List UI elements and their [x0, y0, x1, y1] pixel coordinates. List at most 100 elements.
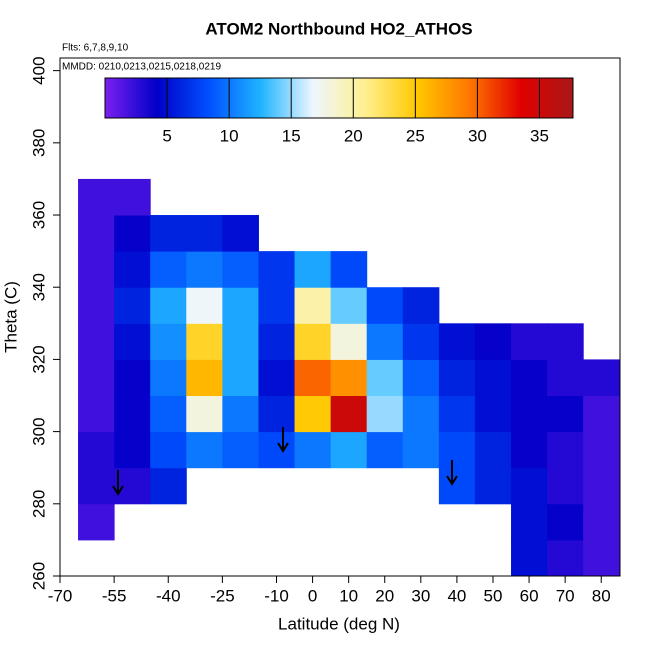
heat-cell — [78, 467, 115, 505]
heat-cell — [222, 359, 259, 397]
x-tick-label: 50 — [484, 586, 503, 605]
heat-cell — [511, 323, 548, 360]
heat-cell — [294, 395, 332, 433]
heat-cell — [186, 395, 223, 433]
heat-cell — [78, 431, 115, 469]
heat-cell — [330, 251, 368, 288]
arrow — [112, 470, 124, 496]
heat-cell — [186, 215, 223, 252]
heat-cell — [258, 395, 296, 433]
y-tick-label: 300 — [29, 417, 48, 445]
heat-cell — [511, 503, 548, 541]
colorbar-tick-label: 35 — [530, 126, 549, 145]
heat-cell — [366, 359, 404, 397]
arrow — [446, 460, 458, 486]
heat-cell — [511, 431, 548, 469]
heat-cell — [583, 431, 620, 469]
heat-cell — [366, 323, 404, 360]
y-tick-label: 280 — [29, 490, 48, 518]
colorbar-tick-label: 25 — [406, 126, 425, 145]
heat-cell — [222, 323, 259, 360]
heat-cell — [366, 395, 404, 433]
heat-cell — [438, 431, 476, 469]
x-tick-label: -40 — [156, 586, 181, 605]
x-tick-label: 80 — [592, 586, 611, 605]
annotation: MMDD: 0210,0213,0215,0218,0219 — [62, 62, 221, 73]
x-tick-label: -10 — [264, 586, 289, 605]
heat-cell — [366, 431, 404, 469]
y-tick-label: 380 — [29, 129, 48, 157]
x-tick-label: -70 — [48, 586, 73, 605]
heat-cell — [402, 395, 440, 433]
heat-cell — [222, 395, 259, 433]
heat-cell — [583, 395, 620, 433]
heat-cell — [78, 178, 115, 216]
colorbar-tick-label: 20 — [344, 126, 363, 145]
heat-cell — [114, 178, 151, 216]
y-tick-label: 400 — [29, 56, 48, 84]
heat-cell — [114, 395, 151, 433]
heat-cell — [294, 251, 332, 288]
heat-cell — [78, 251, 115, 288]
heat-cell — [330, 287, 368, 324]
heat-cell — [222, 431, 259, 469]
heat-cell — [186, 251, 223, 288]
heat-cell — [186, 323, 223, 360]
heat-cell — [186, 359, 223, 397]
heat-cell — [78, 215, 115, 252]
colorbar — [104, 77, 574, 119]
heat-cell — [547, 503, 584, 541]
heat-cell — [474, 359, 512, 397]
y-tick-label: 260 — [29, 562, 48, 590]
heat-cell — [150, 323, 187, 360]
x-tick-label: -55 — [102, 586, 127, 605]
heat-cell — [402, 359, 440, 397]
heat-cell — [474, 467, 512, 505]
heat-cell — [511, 467, 548, 505]
heat-cell — [547, 359, 584, 397]
chart-title: ATOM2 Northbound HO2_ATHOS — [205, 19, 472, 38]
heat-cell — [474, 431, 512, 469]
heat-cell — [78, 359, 115, 397]
heat-cell — [547, 323, 584, 360]
x-axis-label: Latitude (deg N) — [278, 614, 400, 633]
heat-cell — [402, 431, 440, 469]
heat-cell — [583, 539, 620, 577]
heat-cell — [438, 395, 476, 433]
y-tick-label: 340 — [29, 273, 48, 301]
heat-cell — [511, 359, 548, 397]
plot-frame — [59, 57, 621, 577]
arrow — [277, 427, 289, 453]
heat-cell — [258, 287, 296, 324]
heat-cell — [150, 431, 187, 469]
heat-cell — [150, 359, 187, 397]
heat-cell — [114, 359, 151, 397]
heat-cell — [294, 431, 332, 469]
heat-cell — [474, 323, 512, 360]
heat-cell — [583, 359, 620, 397]
heat-cell — [114, 431, 151, 469]
heat-cell — [150, 287, 187, 324]
heat-cell — [511, 539, 548, 577]
heat-cell — [330, 395, 368, 433]
x-tick-label: 10 — [339, 586, 358, 605]
heat-cell — [114, 215, 151, 252]
colorbar-tick-label: 10 — [220, 126, 239, 145]
heat-cell — [583, 467, 620, 505]
heat-cell — [258, 359, 296, 397]
heat-cell — [330, 359, 368, 397]
y-axis-label: Theta (C) — [1, 281, 20, 353]
heat-cell — [438, 359, 476, 397]
heat-cell — [150, 395, 187, 433]
heat-cell — [78, 503, 115, 541]
heat-cell — [474, 395, 512, 433]
heat-cell — [186, 431, 223, 469]
heat-cell — [78, 395, 115, 433]
heat-cell — [150, 467, 187, 505]
heat-cell — [438, 467, 476, 505]
heat-cell — [330, 323, 368, 360]
heat-cell — [114, 467, 151, 505]
heat-cell — [366, 287, 404, 324]
heat-cell — [547, 539, 584, 577]
heat-cell — [114, 251, 151, 288]
